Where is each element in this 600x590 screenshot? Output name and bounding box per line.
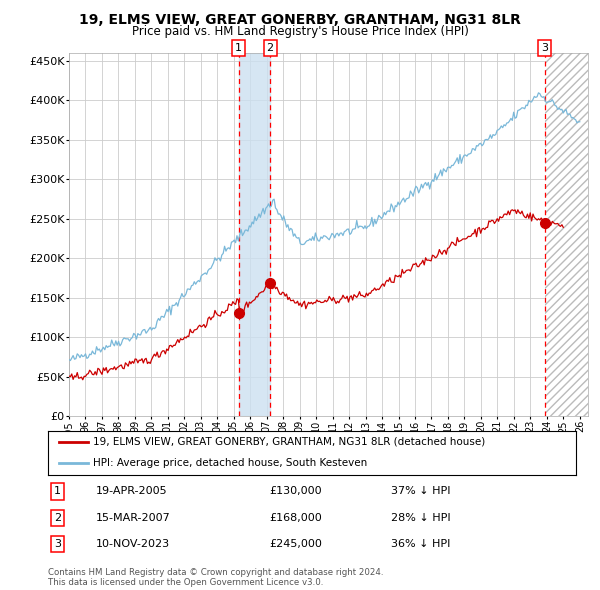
Text: 19, ELMS VIEW, GREAT GONERBY, GRANTHAM, NG31 8LR (detached house): 19, ELMS VIEW, GREAT GONERBY, GRANTHAM, … [93,437,485,447]
Bar [545,53,588,416]
Text: 3: 3 [541,43,548,53]
Text: 19, ELMS VIEW, GREAT GONERBY, GRANTHAM, NG31 8LR: 19, ELMS VIEW, GREAT GONERBY, GRANTHAM, … [79,13,521,27]
Text: £130,000: £130,000 [270,486,322,496]
Text: 19-APR-2005: 19-APR-2005 [95,486,167,496]
Text: 15-MAR-2007: 15-MAR-2007 [95,513,170,523]
Text: HPI: Average price, detached house, South Kesteven: HPI: Average price, detached house, Sout… [93,458,367,467]
Text: £245,000: £245,000 [270,539,323,549]
Text: 1: 1 [54,486,61,496]
Text: Contains HM Land Registry data © Crown copyright and database right 2024.
This d: Contains HM Land Registry data © Crown c… [48,568,383,587]
Bar [545,53,588,416]
Text: Price paid vs. HM Land Registry's House Price Index (HPI): Price paid vs. HM Land Registry's House … [131,25,469,38]
Text: 1: 1 [235,43,242,53]
Text: 10-NOV-2023: 10-NOV-2023 [95,539,170,549]
Text: 37% ↓ HPI: 37% ↓ HPI [391,486,451,496]
Text: 3: 3 [54,539,61,549]
Text: 2: 2 [54,513,61,523]
Text: 28% ↓ HPI: 28% ↓ HPI [391,513,451,523]
Text: £168,000: £168,000 [270,513,323,523]
Text: 2: 2 [266,43,274,53]
Text: 36% ↓ HPI: 36% ↓ HPI [391,539,451,549]
Bar [239,53,270,416]
